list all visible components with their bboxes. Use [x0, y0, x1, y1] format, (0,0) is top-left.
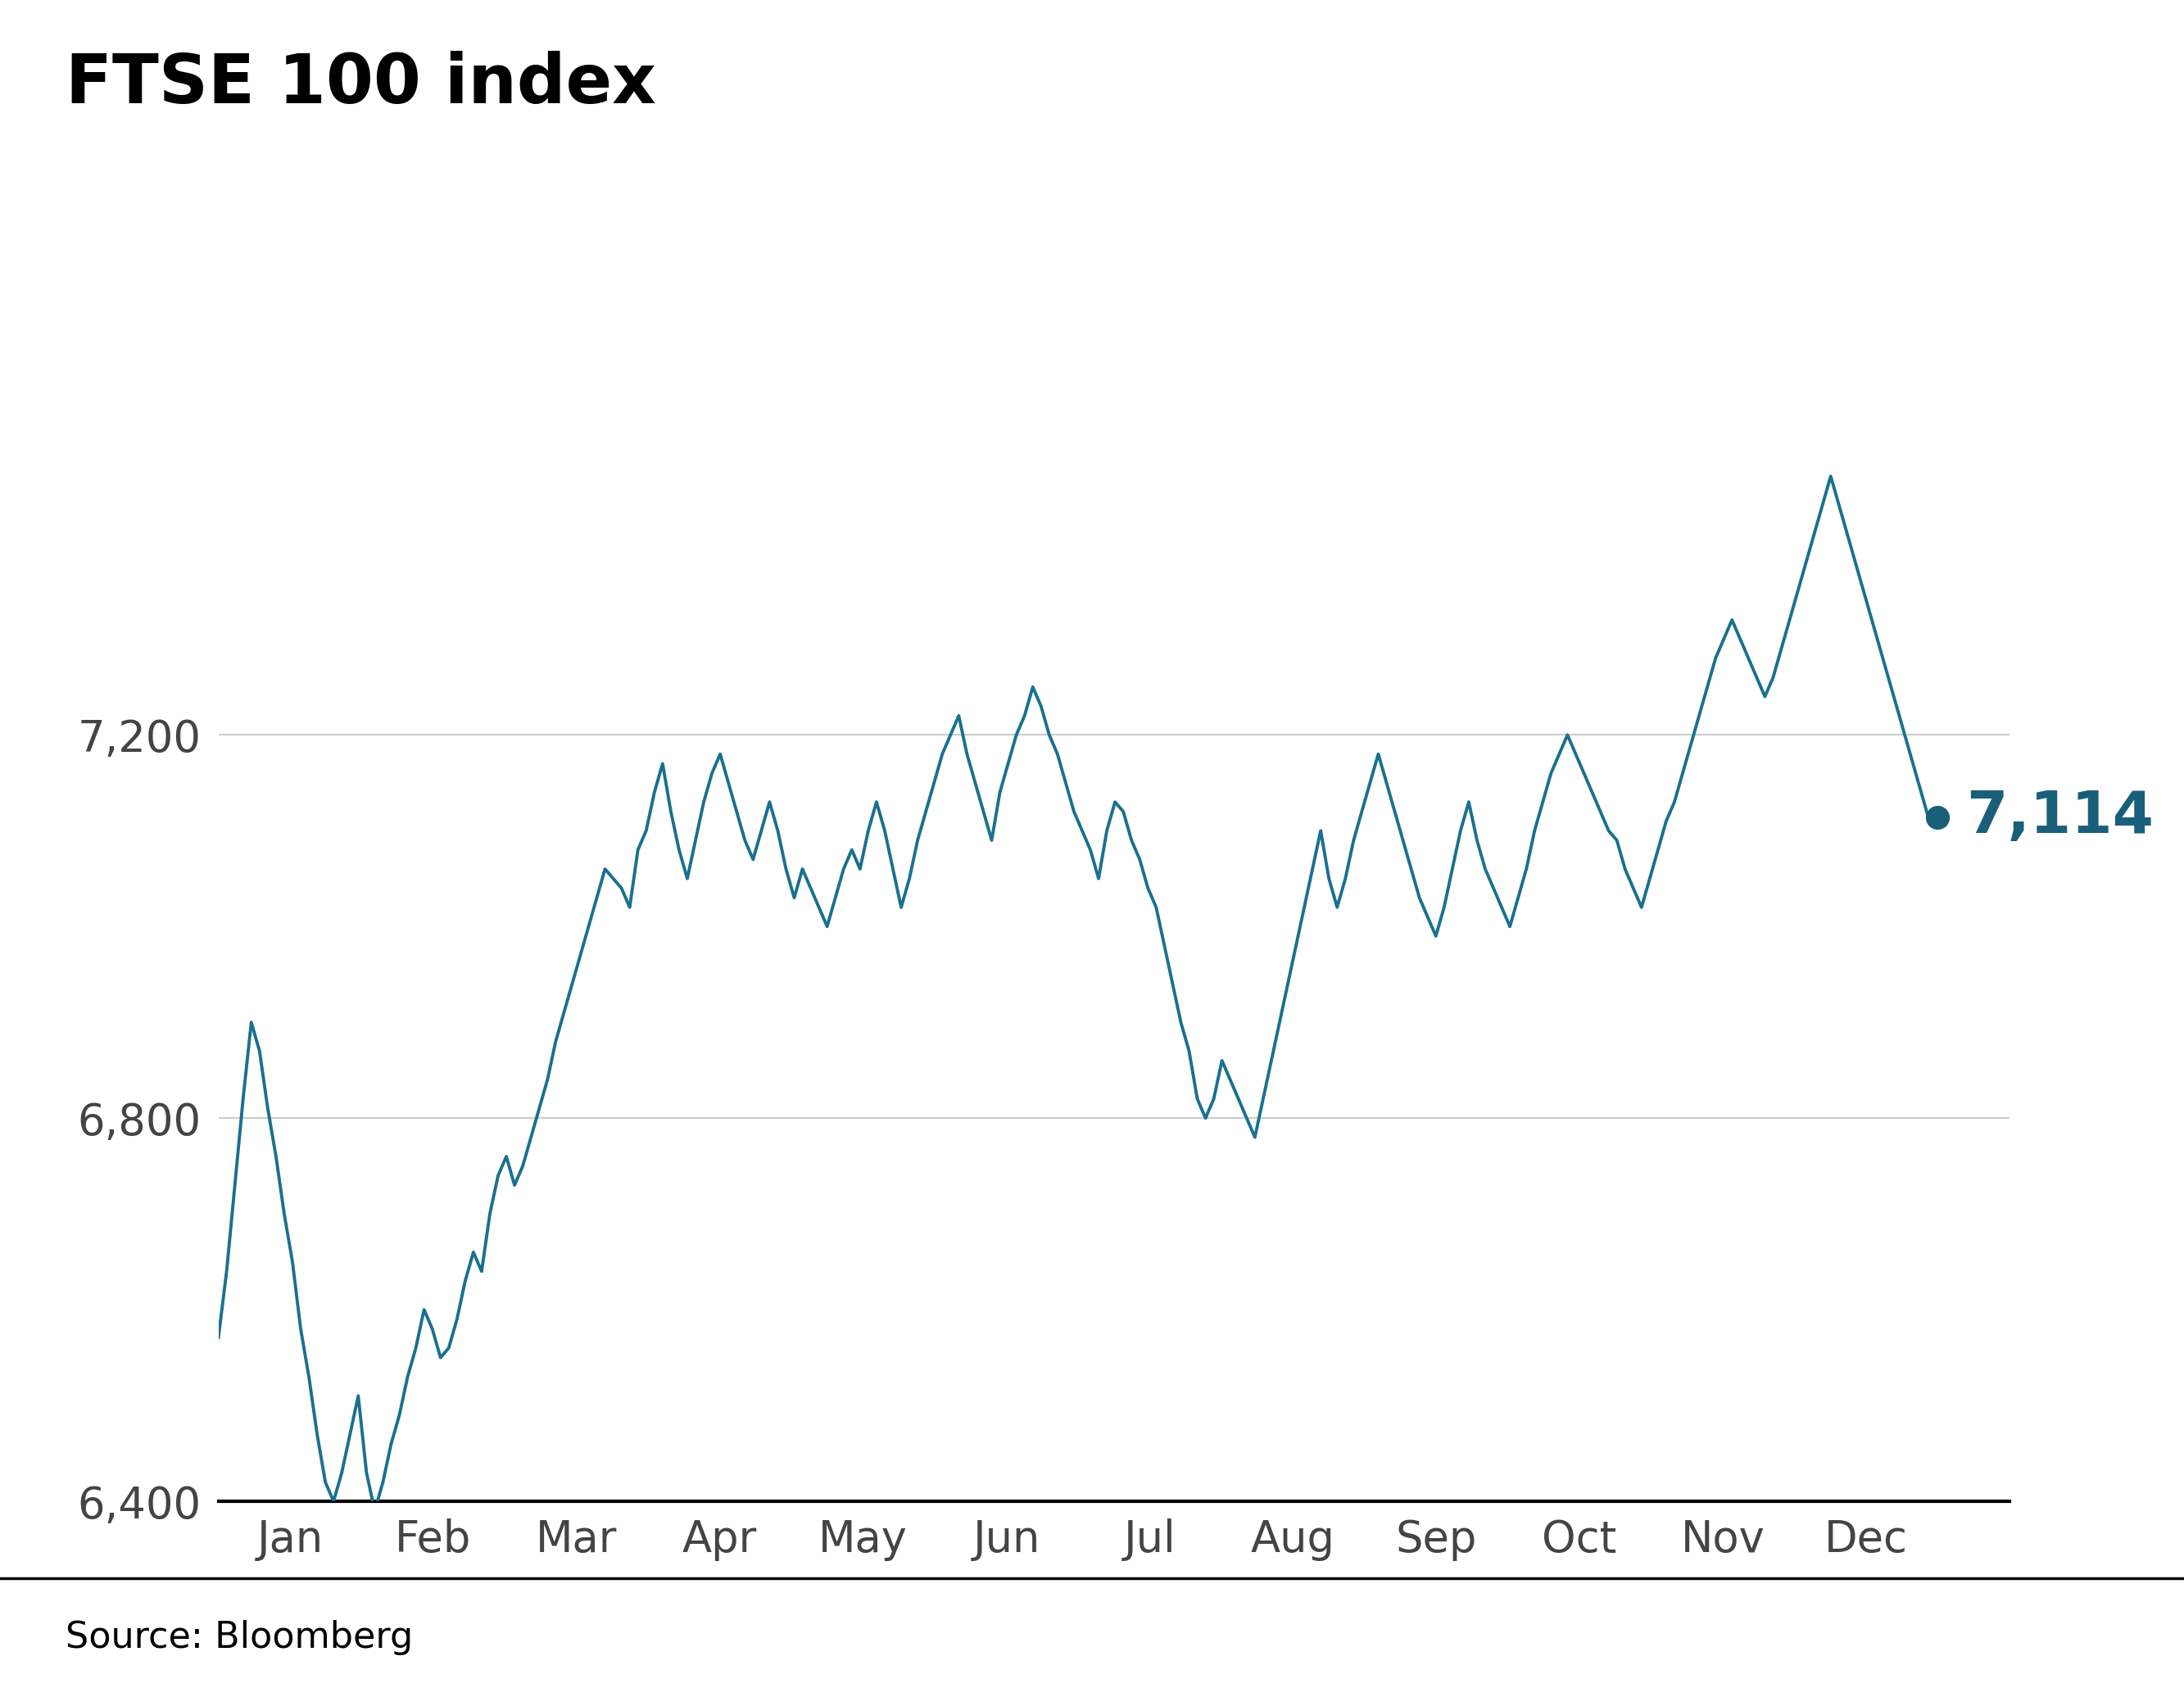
- Text: Source: Bloomberg: Source: Bloomberg: [66, 1621, 413, 1655]
- Text: 7,114: 7,114: [1966, 788, 2153, 846]
- Text: FTSE 100 index: FTSE 100 index: [66, 51, 655, 118]
- Text: BBC: BBC: [1972, 1616, 2079, 1657]
